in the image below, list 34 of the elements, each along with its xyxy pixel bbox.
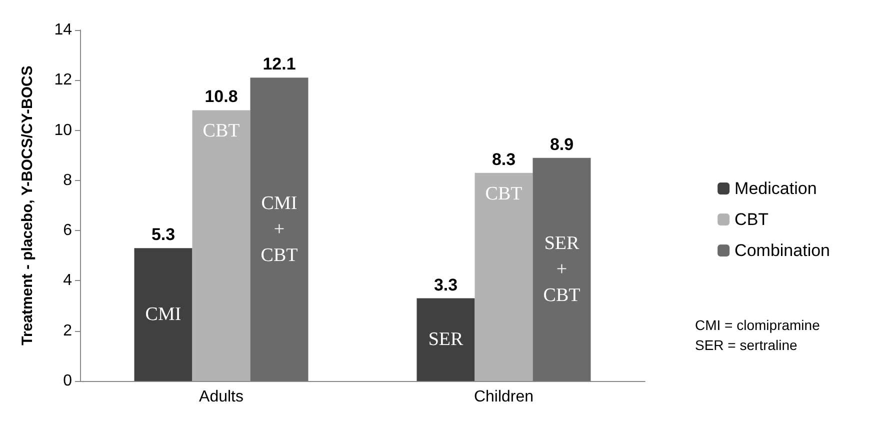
data-label: 3.3 bbox=[434, 275, 458, 294]
annotation: CBT bbox=[485, 183, 523, 204]
annotation: SER + CBT bbox=[543, 232, 581, 306]
bar bbox=[134, 248, 192, 381]
data-label: 5.3 bbox=[151, 225, 176, 244]
y-tick-label: 4 bbox=[63, 272, 72, 290]
bar bbox=[416, 298, 475, 381]
legend-label: Combination bbox=[734, 241, 830, 260]
x-tick-label: Children bbox=[474, 388, 534, 406]
y-tick-label: 6 bbox=[63, 222, 72, 240]
bar bbox=[532, 158, 591, 381]
annotation: CMI bbox=[145, 304, 182, 326]
annotation: SER bbox=[428, 329, 464, 350]
y-axis-title: Treatment - placebo, Y-BOCS/CY-BOCS bbox=[19, 66, 36, 346]
annotation: CBT bbox=[202, 120, 240, 142]
y-tick-label: 12 bbox=[54, 72, 72, 89]
bar bbox=[250, 78, 308, 381]
y-tick-label: 14 bbox=[54, 22, 72, 38]
data-label: 12.1 bbox=[262, 54, 296, 74]
y-tick-label: 10 bbox=[54, 122, 72, 139]
data-label: 10.8 bbox=[204, 87, 238, 106]
legend-label: Medication bbox=[734, 179, 817, 198]
y-tick-label: 2 bbox=[63, 322, 72, 340]
bar bbox=[192, 110, 250, 381]
legend-label: CBT bbox=[734, 210, 769, 229]
y-tick-label: 8 bbox=[63, 172, 72, 189]
data-label: 8.3 bbox=[492, 150, 516, 169]
text: SER = sertraline bbox=[695, 337, 798, 353]
x-tick-label: Adults bbox=[199, 388, 244, 406]
annotation: CMI + CBT bbox=[260, 192, 298, 266]
bar bbox=[474, 172, 533, 381]
data-label: 8.9 bbox=[550, 134, 574, 154]
y-tick-label: 0 bbox=[63, 372, 72, 390]
text: CMI = clomipramine bbox=[695, 317, 820, 333]
